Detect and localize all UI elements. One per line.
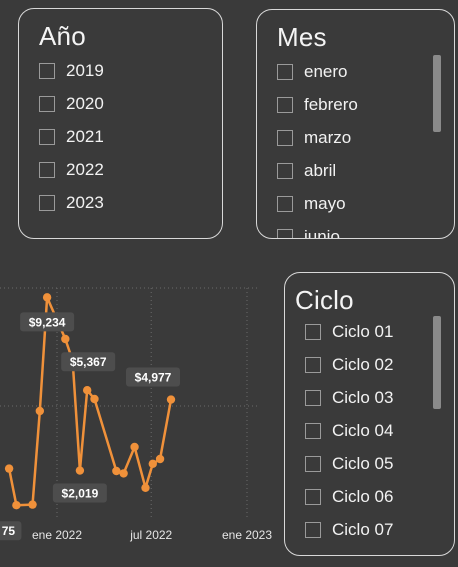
filter-ciclo-option[interactable]: Ciclo 07 (305, 519, 393, 541)
data-point (35, 406, 45, 416)
filter-mes-panel: Mes enero febrero marzo abril mayo junio (256, 9, 455, 239)
checkbox[interactable] (277, 130, 293, 146)
option-label: Ciclo 05 (332, 454, 394, 473)
data-point (130, 442, 139, 452)
option-label: 2021 (66, 127, 104, 146)
filter-anio-option[interactable]: 2021 (39, 126, 104, 148)
checkbox[interactable] (39, 162, 55, 178)
data-point (12, 501, 21, 510)
data-label: $2,019 (62, 487, 99, 501)
data-label-bg (126, 367, 180, 387)
filter-ciclo-panel: Ciclo Ciclo 01 Ciclo 02 Ciclo 03 Ciclo 0… (284, 272, 455, 556)
option-label: junio (304, 227, 340, 239)
data-label: $5,367 (70, 355, 107, 369)
data-point (166, 395, 176, 404)
filter-ciclo-option[interactable]: Ciclo 02 (305, 354, 393, 376)
filter-mes-option[interactable]: febrero (277, 94, 358, 116)
filter-mes-option[interactable]: enero (277, 61, 347, 83)
option-label: 2022 (66, 160, 104, 179)
data-label-bg (0, 521, 22, 541)
option-label: mayo (304, 194, 346, 213)
filter-anio-option[interactable]: 2020 (39, 93, 104, 115)
filter-anio-title: Año (39, 21, 86, 51)
option-label: febrero (304, 95, 358, 114)
option-label: abril (304, 161, 337, 180)
filter-mes-option[interactable]: abril (277, 160, 336, 182)
option-label: 2020 (66, 94, 104, 113)
filter-ciclo-option[interactable]: Ciclo 04 (305, 420, 393, 442)
data-label-bg (61, 352, 116, 372)
data-point (75, 466, 85, 475)
option-label: Ciclo 01 (332, 322, 394, 341)
data-point (82, 385, 92, 395)
data-point (148, 459, 157, 468)
checkbox[interactable] (277, 97, 293, 113)
data-label: $9,234 (29, 315, 66, 329)
x-tick-label: ene 2023 (222, 528, 272, 542)
data-label-bg (52, 483, 107, 503)
data-point (112, 466, 121, 476)
filter-mes-option[interactable]: mayo (277, 193, 346, 215)
filter-mes-title: Mes (277, 22, 327, 52)
data-point (141, 483, 150, 492)
data-point (42, 293, 52, 302)
checkbox[interactable] (277, 163, 293, 179)
filter-anio-option[interactable]: 2023 (39, 192, 104, 214)
data-label-bg (20, 312, 75, 332)
option-label: 2023 (66, 193, 104, 212)
scrollbar[interactable] (433, 55, 441, 132)
option-label: Ciclo 06 (332, 487, 394, 506)
filter-ciclo-title: Ciclo (295, 285, 354, 315)
filter-anio-option[interactable]: 2019 (39, 60, 104, 82)
option-label: enero (304, 62, 348, 81)
option-label: Ciclo 03 (332, 388, 394, 407)
data-point (28, 500, 37, 509)
data-point (61, 334, 70, 344)
checkbox[interactable] (305, 456, 321, 472)
option-label: Ciclo 04 (332, 421, 394, 440)
data-point (119, 469, 128, 478)
checkbox[interactable] (305, 324, 321, 340)
data-point (90, 394, 99, 404)
checkbox[interactable] (39, 63, 55, 79)
checkbox[interactable] (39, 129, 55, 145)
data-label: 75 (2, 524, 16, 538)
option-label: Ciclo 07 (332, 520, 394, 539)
checkbox[interactable] (277, 229, 293, 238)
checkbox[interactable] (305, 489, 321, 505)
checkbox[interactable] (277, 64, 293, 80)
option-label: marzo (304, 128, 352, 147)
data-point (155, 454, 165, 464)
scrollbar[interactable] (433, 316, 441, 409)
option-label: Ciclo 02 (332, 355, 394, 374)
x-tick-label: jul 2022 (129, 528, 172, 542)
filter-ciclo-option[interactable]: Ciclo 05 (305, 453, 393, 475)
checkbox[interactable] (305, 390, 321, 406)
checkbox[interactable] (305, 423, 321, 439)
checkbox[interactable] (277, 196, 293, 212)
checkbox[interactable] (305, 522, 321, 538)
filter-anio-option[interactable]: 2022 (39, 159, 104, 181)
option-label: 2019 (66, 61, 104, 80)
filter-ciclo-option[interactable]: Ciclo 06 (305, 486, 393, 508)
x-tick-label: ene 2022 (32, 528, 82, 542)
filter-mes-option[interactable]: marzo (277, 127, 351, 149)
filter-anio-panel: Año 2019 2020 2021 2022 2023 (18, 8, 223, 239)
filter-mes-option[interactable]: junio (277, 226, 340, 239)
checkbox[interactable] (39, 195, 55, 211)
checkbox[interactable] (305, 357, 321, 373)
data-point (4, 464, 14, 473)
filter-ciclo-option[interactable]: Ciclo 03 (305, 387, 393, 409)
filter-ciclo-option[interactable]: Ciclo 01 (305, 321, 393, 343)
checkbox[interactable] (39, 96, 55, 112)
data-label: $4,977 (135, 371, 172, 385)
